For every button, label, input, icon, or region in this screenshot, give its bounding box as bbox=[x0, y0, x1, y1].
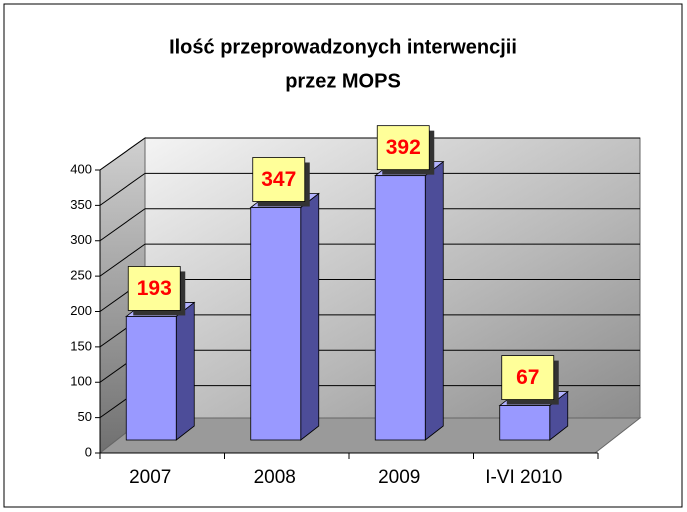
grid-line bbox=[99, 172, 146, 206]
chart-title: przez MOPS bbox=[285, 70, 401, 92]
y-tick-label: 50 bbox=[78, 409, 92, 424]
y-tick-label: 150 bbox=[70, 338, 92, 353]
chart-title: Ilość przeprowadzonych interwencjii bbox=[169, 36, 517, 58]
x-tick-label: I-VI 2010 bbox=[485, 467, 562, 488]
y-tick-label: 100 bbox=[70, 374, 92, 389]
y-tick-label: 250 bbox=[70, 268, 92, 283]
label-box bbox=[376, 125, 430, 171]
bar bbox=[125, 316, 177, 441]
x-tick-label: 2007 bbox=[129, 467, 171, 488]
x-tick-label: 2009 bbox=[378, 467, 420, 488]
data-label: 392 bbox=[386, 136, 421, 159]
grid-line bbox=[99, 243, 146, 277]
y-tick-label: 400 bbox=[70, 161, 92, 176]
y-tick-label: 300 bbox=[70, 232, 92, 247]
bar-side bbox=[300, 192, 320, 441]
bar-side bbox=[424, 160, 444, 441]
bar bbox=[374, 175, 426, 441]
bar-side bbox=[175, 301, 195, 441]
grid-line bbox=[99, 137, 146, 171]
data-label: 67 bbox=[516, 366, 539, 389]
y-tick-label: 0 bbox=[85, 444, 92, 459]
y-tick-label: 350 bbox=[70, 197, 92, 212]
data-label: 347 bbox=[261, 168, 296, 191]
bar bbox=[250, 207, 302, 441]
data-label: 193 bbox=[137, 277, 172, 300]
label-box bbox=[127, 266, 181, 311]
label-box bbox=[501, 355, 555, 400]
x-tick-label: 2008 bbox=[254, 467, 296, 488]
y-tick-label: 200 bbox=[70, 303, 92, 318]
label-box bbox=[252, 157, 306, 202]
grid-line bbox=[99, 208, 146, 242]
bar bbox=[499, 405, 551, 441]
